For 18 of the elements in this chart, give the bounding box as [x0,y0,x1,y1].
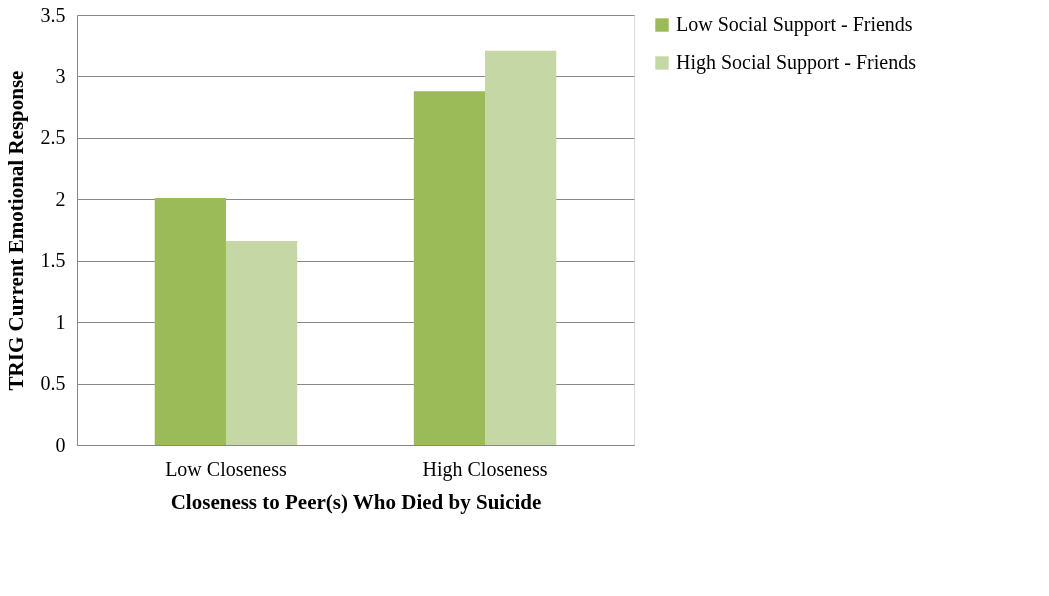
x-tick-label: High Closeness [422,457,548,481]
y-tick-label: 2.5 [40,126,66,149]
y-tick-label: 3.5 [40,3,66,26]
x-tick-label: Low Closeness [165,457,288,480]
y-axis-title: TRIG Current Emotional Response [3,70,28,391]
bar [413,91,486,445]
y-tick-label: 2 [55,187,66,210]
y-tick-label: 1 [55,310,66,333]
legend-label: High Social Support - Friends [676,51,917,74]
legend-label: Low Social Support - Friends [676,13,913,36]
y-tick-label: 3 [55,64,66,87]
bar [225,241,298,445]
bar [485,50,557,445]
y-tick-label: 0.5 [40,372,66,395]
x-axis-title: Closeness to Peer(s) Who Died by Suicide [170,489,542,514]
y-tick-label: 0 [55,433,66,456]
bar [154,198,226,445]
y-tick-label: 1.5 [40,249,66,272]
